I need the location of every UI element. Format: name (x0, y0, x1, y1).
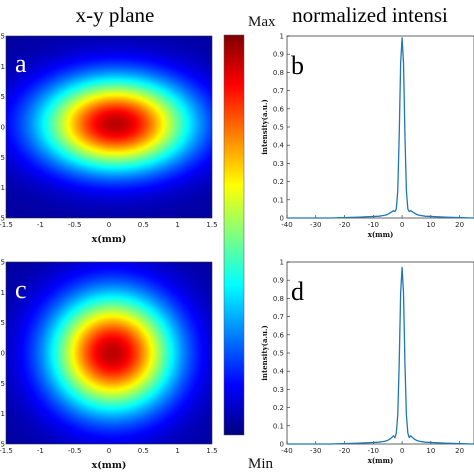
y-tick-label: 0.8 (273, 295, 284, 303)
y-tick-label: 0.5 (273, 124, 284, 132)
heatmap-frame-c (5, 261, 213, 445)
left-title: x-y plane (76, 3, 155, 27)
x-tick-label: 0 (400, 221, 404, 229)
x-tick-label: 0.5 (138, 221, 149, 229)
heatmap-frame-a (5, 35, 213, 219)
panel-b: 0 0.1 0.2 0.3 0.4 0.5 0.6 0.7 0.8 0.9 1 -40 -30 -20 -1… (260, 33, 474, 239)
series-line-d (287, 266, 474, 445)
y-tick-label: 0.9 (273, 277, 284, 285)
y-tick-label: 0.5 (0, 319, 5, 327)
y-tick-label: -1.5 (0, 441, 5, 449)
x-tick-label: 1.5 (206, 447, 217, 455)
x-tick-label: 1 (175, 447, 179, 455)
x-tick-label: -40 (281, 221, 292, 229)
x-tick-label: 10 (426, 447, 435, 455)
heatmap-image-c (6, 262, 212, 444)
y-tick-label: 0.6 (273, 331, 285, 339)
plot-frame-b (286, 35, 474, 219)
y-tick-label: 0 (1, 124, 5, 132)
x-tick-label: 10 (426, 221, 435, 229)
x-tick-label: -10 (368, 447, 379, 455)
y-tick-label: 1.5 (0, 259, 5, 267)
x-tick-label: -1 (37, 221, 44, 229)
y-tick-label: 0.1 (273, 422, 284, 430)
y-tick-label: 1.5 (0, 33, 5, 41)
y-tick-label: 0.4 (273, 142, 285, 150)
y-tick-label: 0.3 (273, 386, 284, 394)
right-title: normalized intensi (292, 3, 448, 27)
panel-label-c: c (15, 275, 27, 304)
panel-a: -1.5 -1 -0.5 0 0.5 1 1.5 1.5 1 0.5 0 -0.5 -1 -1.5 x(mm… (0, 33, 218, 246)
panel-d: 0 0.1 0.2 0.3 0.4 0.5 0.6 0.7 0.8 0.9 1 -40 -30 -20 -1… (260, 259, 474, 465)
y-tick-label: 0.9 (273, 51, 284, 59)
x-tick-label: -30 (310, 221, 321, 229)
panel-label-a: a (15, 49, 27, 78)
y-tick-label: 1 (1, 289, 5, 297)
colorbar-gradient (223, 34, 245, 436)
x-tick-label: -20 (339, 447, 350, 455)
x-tick-label: -0.5 (68, 221, 82, 229)
y-tick-label: 0.4 (273, 368, 285, 376)
y-tick-label: 0.7 (273, 313, 284, 321)
x-tick-label: -40 (281, 447, 292, 455)
heatmap-image-a (6, 36, 212, 218)
x-tick-label: 0.5 (138, 447, 149, 455)
y-tick-label: -1.5 (0, 215, 5, 223)
y-tick-label: 1 (280, 33, 284, 41)
plot-frame-d (286, 261, 474, 445)
x-tick-label: -30 (310, 447, 321, 455)
x-axis-label: x(mm) (368, 230, 394, 239)
y-tick-label: 0.3 (273, 160, 284, 168)
x-tick-label: 20 (455, 221, 464, 229)
y-tick-label: 0.5 (0, 93, 5, 101)
panel-label-b: b (291, 51, 304, 80)
panel-c: -1.5 -1 -0.5 0 0.5 1 1.5 1.5 1 0.5 0 -0.5 -1 -1.5 x(mm… (0, 259, 218, 472)
x-tick-label: 0 (107, 221, 111, 229)
colorbar: Max Min (223, 14, 276, 472)
panels: -1.5 -1 -0.5 0 0.5 1 1.5 1.5 1 0.5 0 -0.5 -1 -1.5 x(mm… (0, 33, 474, 472)
x-tick-label: -1.5 (0, 221, 13, 229)
y-tick-label: 0.6 (273, 105, 285, 113)
x-tick-label: -1 (37, 447, 44, 455)
x-axis-label: x(mm) (92, 460, 127, 471)
x-tick-label: -20 (339, 221, 350, 229)
y-tick-label: 1 (1, 63, 5, 71)
y-tick-label: 0 (280, 441, 284, 449)
y-tick-label: 0.2 (273, 404, 284, 412)
y-tick-label: 0.1 (273, 196, 284, 204)
y-tick-label: -1 (0, 410, 5, 418)
colorbar-min-label: Min (248, 456, 274, 472)
colorbar-max-label: Max (248, 14, 276, 30)
x-tick-label: -1.5 (0, 447, 13, 455)
x-tick-label: 1.5 (206, 221, 217, 229)
y-tick-label: -0.5 (0, 154, 5, 162)
x-tick-label: 0 (107, 447, 111, 455)
y-tick-label: 0.8 (273, 69, 284, 77)
x-tick-label: 0 (400, 447, 404, 455)
series-line-b (287, 37, 474, 219)
y-tick-label: -0.5 (0, 380, 5, 388)
y-tick-label: 1 (280, 259, 284, 267)
x-tick-label: 20 (455, 447, 464, 455)
x-tick-label: -0.5 (68, 447, 82, 455)
y-axis-label: intensity(a.u.) (260, 99, 269, 155)
y-tick-label: 0 (1, 350, 5, 358)
panel-label-d: d (291, 277, 304, 306)
y-axis-label: intensity(a.u.) (260, 325, 269, 381)
y-tick-label: 0.7 (273, 87, 284, 95)
y-tick-label: 0.2 (273, 178, 284, 186)
x-tick-label: 1 (175, 221, 179, 229)
y-tick-label: 0 (280, 215, 284, 223)
y-tick-label: 0.5 (273, 350, 284, 358)
y-tick-label: -1 (0, 184, 5, 192)
x-tick-label: -10 (368, 221, 379, 229)
x-axis-label: x(mm) (368, 456, 394, 465)
x-axis-label: x(mm) (92, 234, 127, 245)
